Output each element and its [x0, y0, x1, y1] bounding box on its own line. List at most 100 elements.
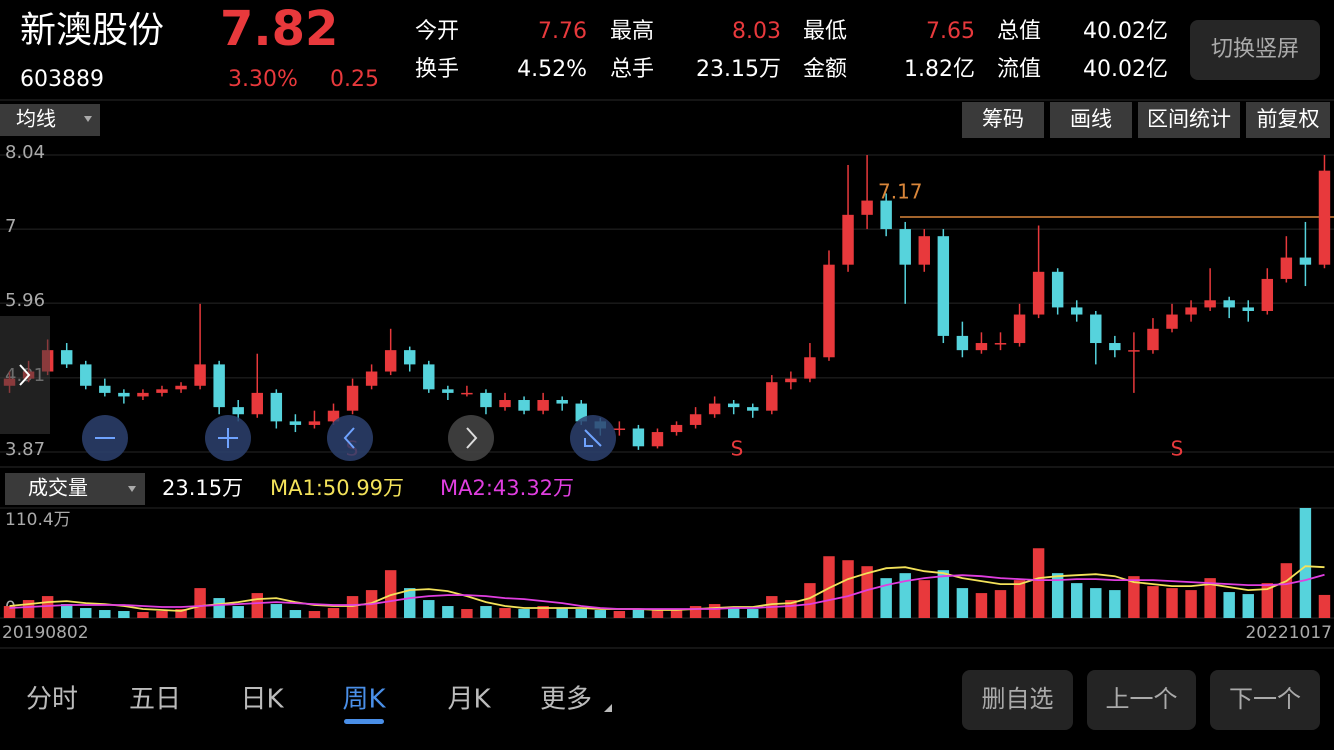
candle-body: [575, 403, 587, 422]
volume-bar: [1242, 594, 1254, 618]
volume-bar: [404, 588, 416, 618]
stock-code: 603889: [20, 67, 104, 92]
stat-value: 7.65: [926, 19, 975, 44]
switch-button-label[interactable]: 切换竖屏: [1211, 37, 1299, 62]
volume-bar: [747, 609, 759, 618]
volume-bar: [1071, 583, 1083, 618]
stat-label: 最低: [803, 19, 847, 44]
stat-value: 8.03: [732, 19, 781, 44]
toolbar-button[interactable]: [1246, 102, 1330, 138]
candle-body: [270, 392, 283, 422]
indicator-dropdown[interactable]: [0, 104, 100, 136]
candle-body: [1299, 257, 1312, 265]
volume-bar: [346, 596, 359, 618]
reference-label: 7.17: [878, 179, 923, 203]
toolbar-button[interactable]: [1138, 102, 1240, 138]
footer-tab[interactable]: 更多: [540, 685, 592, 715]
change: 0.25: [330, 67, 379, 92]
toolbar-button[interactable]: [1050, 102, 1132, 138]
candle-body: [175, 385, 187, 390]
volume-bar: [22, 600, 35, 618]
indicator-label[interactable]: 均线: [16, 107, 56, 131]
footer-tab[interactable]: 五日: [129, 685, 181, 715]
candle-body: [899, 229, 911, 265]
volume-bar: [1318, 594, 1331, 618]
ma2-legend: MA2:43.32万: [440, 476, 574, 500]
scroll-right[interactable]: [448, 415, 494, 461]
volume-bar: [785, 600, 797, 618]
expand-icon: [19, 364, 31, 386]
candle-body: [1280, 257, 1293, 279]
volume-bar: [556, 608, 568, 618]
footer-button[interactable]: [962, 670, 1073, 730]
volume-bar: [670, 610, 683, 618]
footer-tab[interactable]: 分时: [26, 685, 78, 715]
volume-bar: [880, 578, 892, 618]
switch-button[interactable]: [1190, 20, 1320, 80]
candle-body: [156, 389, 168, 393]
candle-body: [670, 424, 683, 433]
volume-indicator[interactable]: 成交量: [28, 476, 88, 500]
current-volume: 23.15万: [162, 476, 243, 500]
candle-body: [918, 236, 930, 265]
candle-body: [727, 403, 740, 408]
footer-button-label[interactable]: 删自选: [982, 685, 1054, 713]
change-pct: 3.30%: [228, 67, 298, 92]
candle-body: [937, 236, 950, 336]
volume-bar: [842, 560, 854, 618]
candle-body: [1242, 307, 1254, 311]
volume-bar: [137, 612, 149, 618]
candle-body: [251, 392, 263, 415]
candle-body: [60, 350, 73, 365]
candle-body: [308, 421, 321, 425]
toolbar-button-label[interactable]: 前复权: [1257, 107, 1320, 131]
candle-body: [1128, 350, 1140, 352]
volume-bar: [613, 611, 626, 618]
ma-line: [9, 573, 1325, 610]
footer-button-label[interactable]: 上一个: [1106, 685, 1178, 713]
candle-body: [556, 400, 568, 404]
volume-bar: [251, 593, 263, 618]
footer-button[interactable]: [1210, 670, 1320, 730]
footer-button-label[interactable]: 下一个: [1229, 685, 1301, 713]
candle-body: [651, 432, 664, 447]
active-tab-underline: [344, 719, 384, 724]
volume-bar: [327, 608, 340, 618]
volume-bar: [480, 606, 492, 618]
stat-value: 7.76: [538, 19, 587, 44]
volume-bar: [975, 593, 988, 618]
stat-value: 40.02亿: [1083, 19, 1168, 44]
volume-bar: [3, 606, 16, 618]
volume-bar: [1204, 578, 1216, 618]
volume-bar: [727, 608, 740, 618]
scroll-left[interactable]: [327, 415, 373, 461]
candle-body: [880, 200, 892, 230]
footer-tab[interactable]: 日K: [240, 685, 284, 715]
footer-tab[interactable]: 周K: [342, 685, 386, 715]
toolbar-button-label[interactable]: 区间统计: [1147, 107, 1231, 131]
candle-body: [99, 385, 111, 393]
stock-name: 新澳股份: [20, 10, 164, 51]
dropdown-arrow: [128, 486, 136, 492]
volume-dropdown[interactable]: [5, 473, 145, 505]
toolbar-button[interactable]: [962, 102, 1044, 138]
candle-body: [613, 428, 626, 430]
footer-tab[interactable]: 月K: [447, 685, 491, 715]
volume-bar: [156, 611, 168, 618]
toolbar-button-label[interactable]: 画线: [1070, 107, 1112, 131]
volume-bar: [499, 608, 511, 618]
candle-body: [423, 364, 435, 390]
volume-bar: [289, 610, 302, 618]
toolbar-button-label[interactable]: 筹码: [982, 107, 1024, 131]
volume-bar: [689, 606, 702, 618]
y-tick-label: 5.96: [5, 290, 45, 311]
x-end-label: 20221017: [1245, 623, 1332, 643]
volume-bar: [1090, 588, 1102, 618]
stat-value: 40.02亿: [1083, 57, 1168, 82]
candle-body: [213, 364, 225, 408]
footer-button[interactable]: [1087, 670, 1196, 730]
volume-bar: [708, 604, 721, 618]
expand-panel[interactable]: [0, 316, 50, 434]
volume-bar: [956, 588, 969, 618]
volume-bar: [41, 596, 54, 618]
